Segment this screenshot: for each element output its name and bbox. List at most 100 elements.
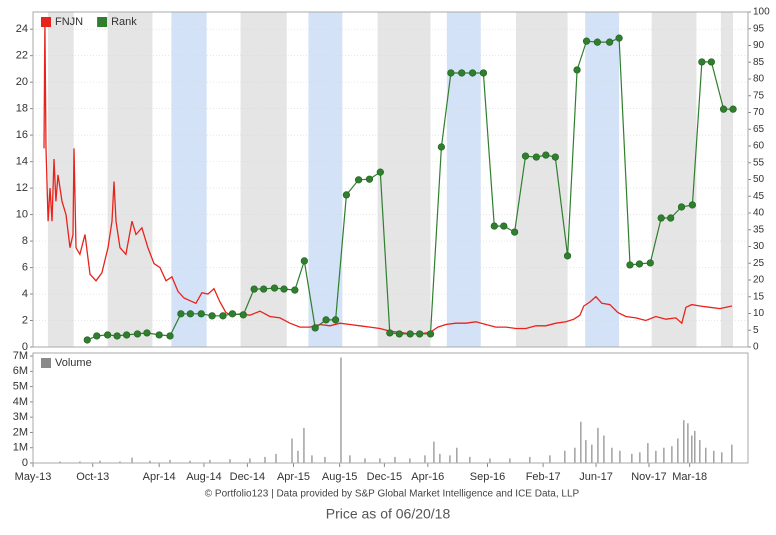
legend-label: FNJN: [55, 16, 83, 28]
y2-tick-label: 45: [753, 191, 765, 202]
volume-bar: [169, 459, 171, 463]
plot-frame: [32, 11, 749, 348]
y2-tick-label: 5: [753, 325, 759, 336]
y2-tick-label: 55: [753, 157, 765, 168]
rank-marker: [532, 153, 540, 161]
y-tick-label: 6M: [13, 365, 28, 377]
y-tick-label: 14: [16, 156, 28, 168]
x-tick-label: Apr-15: [277, 471, 310, 483]
volume-bar: [603, 435, 605, 463]
y2-tick-label: 90: [753, 40, 765, 51]
x-tick-label: Jun-17: [579, 471, 613, 483]
volume-bar: [591, 444, 593, 463]
plot-background: [33, 353, 748, 463]
rank-marker: [426, 330, 435, 338]
rank-marker: [155, 331, 163, 339]
rank-marker: [626, 261, 634, 269]
rank-marker: [104, 331, 112, 339]
rank-marker: [468, 69, 477, 77]
shaded-period: [47, 12, 74, 347]
volume-bar: [619, 450, 621, 463]
y-tick-label: 4M: [13, 396, 28, 408]
volume-bar: [705, 447, 707, 463]
volume-bar: [364, 458, 366, 463]
volume-bar: [549, 455, 551, 463]
x-tick-label: Aug-15: [322, 471, 357, 483]
volume-bar: [456, 447, 458, 463]
x-tick-label: Nov-17: [631, 471, 666, 483]
y-tick-label: 8: [22, 235, 28, 247]
rank-marker: [228, 310, 237, 318]
x-tick-label: Apr-16: [411, 471, 444, 483]
shaded-period: [308, 12, 343, 347]
volume-bar: [324, 456, 326, 463]
rank-marker: [500, 222, 508, 230]
volume-bar: [564, 450, 566, 463]
shaded-period: [446, 12, 481, 347]
volume-bar: [291, 438, 293, 463]
y-tick-label: 2: [22, 314, 28, 326]
volume-bar: [209, 459, 211, 463]
volume-bar: [489, 458, 491, 463]
volume-bar: [394, 456, 396, 463]
rank-marker: [311, 324, 319, 332]
y-tick-label: 4: [22, 288, 28, 300]
volume-bar: [731, 444, 733, 463]
volume-bar: [149, 460, 151, 463]
y-tick-label: 18: [16, 103, 28, 115]
y2-tick-label: 20: [753, 275, 765, 286]
volume-bar: [349, 455, 351, 463]
legend-label: Rank: [111, 16, 137, 28]
rank-marker: [593, 38, 602, 46]
y-tick-label: 7M: [13, 350, 28, 362]
x-tick-label: Dec-15: [367, 471, 402, 483]
rank-marker: [386, 329, 394, 337]
shaded-period: [240, 12, 287, 347]
volume-bar: [574, 447, 576, 463]
rank-marker: [677, 203, 686, 211]
y2-tick-label: 100: [753, 7, 770, 18]
plot-layer: 0246810121416182022240510152025303540455…: [13, 7, 770, 483]
rank-marker: [490, 222, 498, 230]
shaded-period: [720, 12, 734, 347]
rank-marker: [166, 332, 174, 340]
x-tick-label: Oct-13: [76, 471, 109, 483]
x-tick-label: Dec-14: [230, 471, 265, 483]
rank-marker: [511, 228, 519, 236]
x-tick-label: Sep-16: [470, 471, 505, 483]
volume-bar: [99, 460, 101, 463]
y-tick-label: 10: [16, 208, 28, 220]
rank-marker: [729, 105, 737, 113]
y-tick-label: 22: [16, 50, 28, 62]
shaded-period: [377, 12, 431, 347]
rank-marker: [406, 330, 414, 338]
rank-marker: [416, 330, 424, 338]
y2-tick-label: 10: [753, 308, 765, 319]
volume-bar: [655, 450, 657, 463]
y-tick-label: 5M: [13, 381, 28, 393]
y2-tick-label: 25: [753, 258, 765, 269]
volume-bar: [264, 456, 266, 463]
rank-marker: [83, 336, 91, 344]
rank-marker: [707, 58, 715, 66]
volume-bar: [671, 446, 673, 463]
shaded-period: [171, 12, 207, 347]
y-tick-label: 0: [22, 457, 28, 469]
y-tick-label: 24: [16, 23, 28, 35]
rank-marker: [280, 285, 288, 293]
y-tick-label: 3M: [13, 411, 28, 423]
legend-swatch: [41, 17, 51, 27]
rank-marker: [447, 69, 455, 77]
volume-bar: [229, 459, 231, 463]
volume-bar: [469, 456, 471, 463]
rank-marker: [376, 168, 384, 176]
rank-marker: [143, 329, 151, 337]
volume-bar: [131, 457, 133, 463]
y2-tick-label: 40: [753, 208, 765, 219]
volume-bar: [699, 440, 701, 463]
rank-marker: [177, 310, 185, 318]
x-tick-label: Apr-14: [143, 471, 176, 483]
volume-bar: [303, 427, 305, 463]
